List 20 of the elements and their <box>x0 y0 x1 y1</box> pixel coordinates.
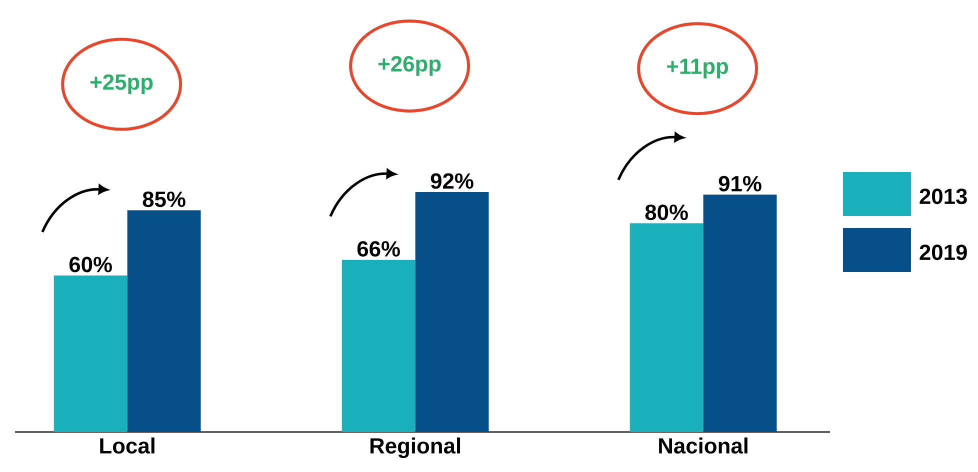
data-label: 80% <box>645 204 688 220</box>
data-label: 66% <box>357 241 400 257</box>
data-label: 91% <box>718 176 762 192</box>
bar <box>54 275 128 432</box>
data-label: 60% <box>69 256 112 272</box>
data-label: 85% <box>142 192 186 208</box>
text: +11pp <box>667 58 728 78</box>
data-label: 92% <box>430 173 474 189</box>
bar <box>342 260 416 432</box>
legend-label: 2019 <box>920 244 967 260</box>
bar <box>415 192 489 432</box>
text: +26pp <box>378 56 441 76</box>
bar <box>630 223 704 432</box>
text: +25pp <box>90 74 153 94</box>
bar <box>127 210 201 432</box>
bar <box>703 194 777 432</box>
x-tick-label: Local <box>100 438 154 454</box>
legend-label: 2013 <box>920 188 967 204</box>
x-tick-label: Regional <box>370 438 460 458</box>
x-tick-label: Nacional <box>659 438 748 454</box>
